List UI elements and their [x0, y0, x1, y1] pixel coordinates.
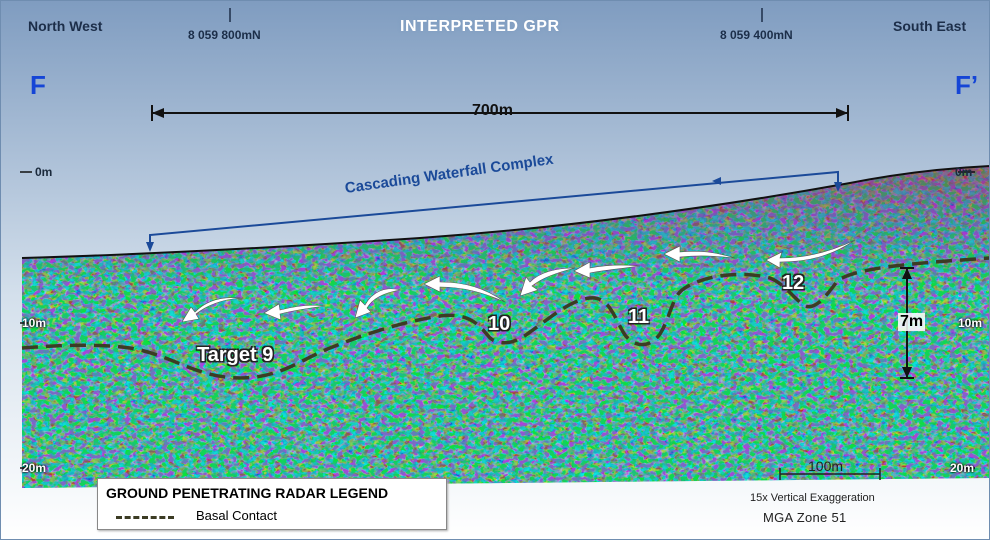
corner-label-right: South East: [893, 18, 967, 34]
thickness-arrowhead-bottom: [902, 367, 912, 378]
thickness-label: 7m: [898, 313, 926, 331]
legend: GROUND PENETRATING RADAR LEGEND Basal Co…: [97, 478, 447, 530]
complex-arrowhead-right: [834, 182, 842, 192]
flow-arrows: [181, 239, 856, 323]
ground-surface-line: [21, 165, 990, 259]
depth-right-20: 20m: [950, 461, 975, 475]
legend-title: GROUND PENETRATING RADAR LEGEND: [106, 485, 389, 501]
scale-bar: [779, 468, 881, 480]
target-9-label: Target 9: [197, 344, 274, 366]
target-10-label: 10: [488, 313, 511, 335]
depth-right-0: 0m: [955, 165, 973, 179]
depth-ticks: [20, 171, 975, 469]
depth-left-10: 10m: [22, 316, 47, 330]
grid-zone: MGA Zone 51: [763, 510, 847, 525]
target-12-label: 12: [782, 272, 805, 294]
depth-left-20: 20m: [22, 461, 47, 475]
legend-dashed-line-swatch: [116, 516, 174, 519]
span-arrowhead-left: [152, 108, 164, 118]
complex-bracket: [149, 170, 839, 248]
target-11-label: 11: [628, 306, 650, 328]
complex-arrow-mid: [712, 177, 721, 185]
corner-label-left: North West: [28, 18, 103, 34]
span-arrowhead-right: [836, 108, 848, 118]
northing-ticks: [229, 8, 763, 22]
complex-arrowhead-left: [146, 242, 154, 252]
northing-right: 8 059 400mN: [720, 28, 793, 42]
figure-title: INTERPRETED GPR: [400, 18, 560, 35]
depth-right-10: 10m: [958, 316, 983, 330]
span-label: 700m: [472, 102, 513, 119]
northing-left: 8 059 800mN: [188, 28, 261, 42]
vertical-exaggeration: 15x Vertical Exaggeration: [750, 492, 875, 504]
thickness-arrowhead-top: [902, 268, 912, 279]
section-label-end: F’: [955, 70, 979, 100]
basal-contact-line: [21, 256, 990, 380]
legend-basal-contact-label: Basal Contact: [196, 508, 277, 523]
depth-left-0: 0m: [35, 165, 53, 179]
section-label-start: F: [30, 70, 46, 100]
scale-bar-label: 100m: [808, 458, 844, 474]
